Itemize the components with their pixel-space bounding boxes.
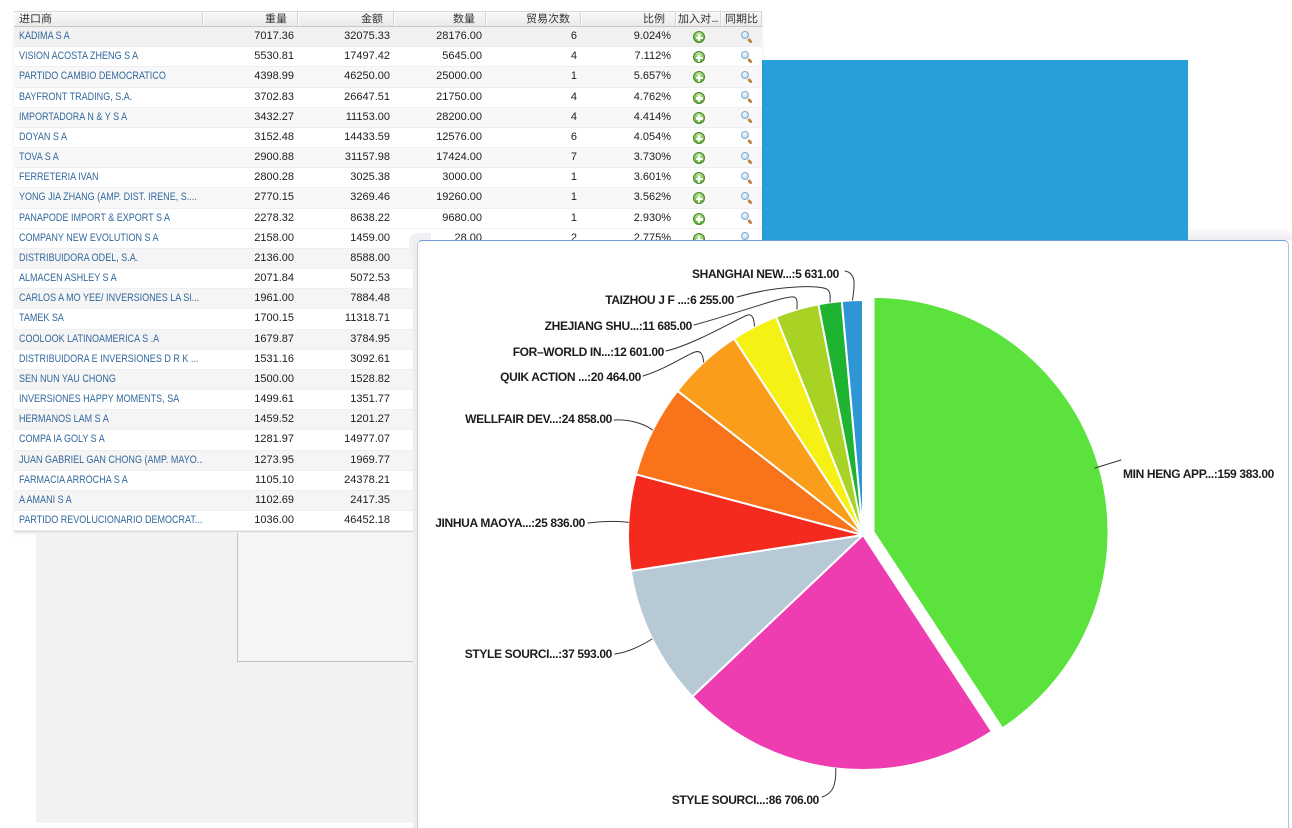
svg-text:SHANGHAI NEW...:5 631.00: SHANGHAI NEW...:5 631.00 bbox=[692, 267, 840, 281]
svg-text:QUIK ACTION ...:20 464.00: QUIK ACTION ...:20 464.00 bbox=[500, 370, 642, 384]
svg-text:FOR–WORLD IN...:12 601.00: FOR–WORLD IN...:12 601.00 bbox=[513, 345, 665, 359]
svg-text:STYLE SOURCI...:37 593.00: STYLE SOURCI...:37 593.00 bbox=[465, 647, 613, 661]
svg-text:JINHUA MAOYA...:25 836.00: JINHUA MAOYA...:25 836.00 bbox=[435, 516, 585, 530]
svg-text:TAIZHOU J F ...:6 255.00: TAIZHOU J F ...:6 255.00 bbox=[605, 293, 734, 307]
svg-text:STYLE SOURCI...:86 706.00: STYLE SOURCI...:86 706.00 bbox=[672, 793, 820, 807]
svg-text:ZHEJIANG SHU...:11 685.00: ZHEJIANG SHU...:11 685.00 bbox=[545, 319, 693, 333]
svg-text:WELLFAIR DEV...:24 858.00: WELLFAIR DEV...:24 858.00 bbox=[465, 412, 613, 426]
svg-text:MIN HENG APP...:159 383.00: MIN HENG APP...:159 383.00 bbox=[1123, 467, 1275, 481]
